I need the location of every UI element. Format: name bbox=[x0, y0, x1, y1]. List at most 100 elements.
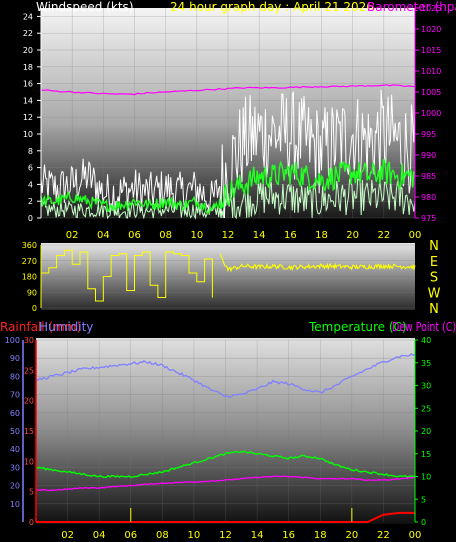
barometer-y-tick-label: 995 bbox=[421, 130, 436, 139]
humidity-y-tick-label: 60 bbox=[10, 409, 20, 418]
climate-x-tick-label: 10 bbox=[188, 530, 201, 541]
humidity-y-tick-label: 90 bbox=[10, 354, 20, 363]
barometer-y-tick-label: 1025 bbox=[421, 4, 441, 13]
legend-humidity: Humidity bbox=[39, 320, 93, 334]
humidity-y-tick-label: 40 bbox=[10, 445, 20, 454]
wind-y-tick-label: 2 bbox=[28, 197, 33, 206]
barometer-y-tick-label: 990 bbox=[421, 151, 436, 160]
temp-y-tick-label: 30 bbox=[421, 382, 431, 391]
climate-x-tick-label: 04 bbox=[93, 530, 106, 541]
rain-y-tick-label: 5 bbox=[29, 488, 34, 497]
wind-y-tick-label: 0 bbox=[28, 214, 33, 223]
rain-y-tick-label: 25 bbox=[24, 366, 34, 375]
humidity-y-tick-label: 10 bbox=[10, 500, 20, 509]
climate-x-tick-label: 12 bbox=[219, 530, 232, 541]
direction-y-tick-label: 360 bbox=[22, 241, 37, 250]
temp-y-tick-label: 20 bbox=[421, 427, 431, 436]
wind-x-tick-label: 16 bbox=[284, 230, 297, 241]
wind-y-tick-label: 16 bbox=[23, 80, 33, 89]
wind-x-tick-label: 20 bbox=[346, 230, 359, 241]
compass-label: E bbox=[430, 255, 438, 270]
rain-y-tick-label: 15 bbox=[24, 427, 34, 436]
barometer-y-tick-label: 980 bbox=[421, 193, 436, 202]
wind-y-tick-label: 14 bbox=[23, 96, 33, 105]
temp-y-tick-label: 40 bbox=[421, 336, 431, 345]
temp-y-tick-label: 15 bbox=[421, 450, 431, 459]
wind-y-tick-label: 24 bbox=[23, 12, 33, 21]
compass-label: S bbox=[430, 271, 438, 286]
climate-x-tick-label: 02 bbox=[61, 530, 74, 541]
climate-x-tick-label: 14 bbox=[251, 530, 264, 541]
climate-x-tick-label: 18 bbox=[314, 530, 327, 541]
direction-line-late bbox=[219, 253, 416, 273]
wind-y-tick-label: 18 bbox=[23, 63, 33, 72]
temp-y-tick-label: 5 bbox=[421, 495, 426, 504]
barometer-y-tick-label: 1005 bbox=[421, 88, 441, 97]
wind-x-tick-label: 08 bbox=[159, 230, 172, 241]
wind-y-tick-label: 6 bbox=[28, 164, 33, 173]
barometer-y-tick-label: 985 bbox=[421, 172, 436, 181]
direction-y-tick-label: 0 bbox=[32, 304, 37, 313]
wind-x-tick-label: 06 bbox=[128, 230, 141, 241]
legend-dewpoint: Dew Point (C) bbox=[392, 320, 456, 334]
climate-x-tick-label: 22 bbox=[377, 530, 390, 541]
wind-y-tick-label: 10 bbox=[23, 130, 33, 139]
direction-y-tick-label: 90 bbox=[27, 288, 37, 297]
compass-label: W bbox=[428, 286, 441, 301]
barometer-y-tick-label: 1000 bbox=[421, 109, 441, 118]
compass-label: N bbox=[429, 302, 439, 317]
climate-x-tick-label: 16 bbox=[282, 530, 295, 541]
temp-y-tick-label: 35 bbox=[421, 359, 431, 368]
wind-y-tick-label: 8 bbox=[28, 147, 33, 156]
wind-line bbox=[40, 158, 416, 214]
wind-x-tick-label: 18 bbox=[315, 230, 328, 241]
direction-y-tick-label: 270 bbox=[22, 257, 37, 266]
humidity-y-tick-label: 30 bbox=[10, 463, 20, 472]
wind-x-tick-label: 14 bbox=[253, 230, 266, 241]
temp-y-tick-label: 10 bbox=[421, 473, 431, 482]
rain-y-tick-label: 30 bbox=[24, 336, 34, 345]
rain-y-tick-label: 10 bbox=[24, 457, 34, 466]
wind-y-tick-label: 22 bbox=[23, 29, 33, 38]
humidity-y-tick-label: 80 bbox=[10, 372, 20, 381]
climate-x-tick-label: 00 bbox=[409, 530, 422, 541]
wind-y-tick-label: 4 bbox=[28, 180, 33, 189]
direction-line-early bbox=[41, 249, 213, 302]
humidity-y-tick-label: 100 bbox=[5, 336, 20, 345]
climate-x-tick-label: 08 bbox=[156, 530, 169, 541]
direction-y-tick-label: 180 bbox=[22, 273, 37, 282]
humidity-y-tick-label: 50 bbox=[10, 427, 20, 436]
barometer-y-tick-label: 975 bbox=[421, 214, 436, 223]
barometer-y-tick-label: 1020 bbox=[421, 25, 441, 34]
avg-line bbox=[40, 177, 416, 220]
wind-x-tick-label: 10 bbox=[190, 230, 203, 241]
barometer-title: Barometer (hpa) bbox=[367, 0, 456, 14]
climate-x-tick-label: 06 bbox=[124, 530, 137, 541]
wind-y-tick-label: 20 bbox=[23, 46, 33, 55]
wind-x-tick-label: 02 bbox=[66, 230, 79, 241]
barometer-y-tick-label: 1015 bbox=[421, 46, 441, 55]
legend-temperature: Temperature (C) bbox=[308, 320, 407, 334]
wind-y-tick-label: 12 bbox=[23, 113, 33, 122]
wind-x-tick-label: 04 bbox=[97, 230, 110, 241]
temp-y-tick-label: 0 bbox=[421, 518, 426, 527]
dewpoint-line bbox=[35, 475, 416, 492]
legend-rainfall: Rainfall (mm) bbox=[0, 320, 81, 334]
barometer-line bbox=[40, 84, 416, 96]
wind-title: Windspeed (kts) bbox=[36, 0, 134, 14]
wind-plot-area bbox=[41, 8, 415, 218]
climate-x-tick-label: 20 bbox=[345, 530, 358, 541]
rain-y-tick-label: 20 bbox=[24, 397, 34, 406]
barometer-y-tick-label: 1010 bbox=[421, 67, 441, 76]
wind-x-tick-label: 22 bbox=[377, 230, 390, 241]
wind-x-tick-label: 12 bbox=[222, 230, 235, 241]
humidity-line bbox=[35, 353, 416, 399]
compass-label: N bbox=[429, 239, 439, 254]
humidity-y-tick-label: 20 bbox=[10, 482, 20, 491]
temperature-line bbox=[35, 450, 416, 479]
temp-y-tick-label: 25 bbox=[421, 404, 431, 413]
rain-y-tick-label: 0 bbox=[29, 518, 34, 527]
humidity-y-tick-label: 70 bbox=[10, 391, 20, 400]
graph-date-title: 24 hour graph day : April 21 2026 bbox=[170, 0, 374, 14]
